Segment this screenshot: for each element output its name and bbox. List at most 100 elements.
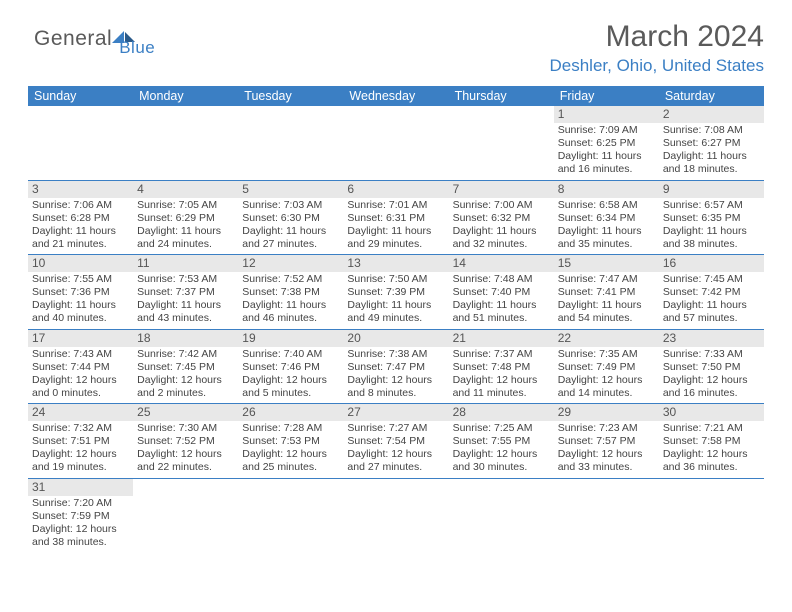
- weekday-header: Saturday: [659, 86, 764, 106]
- daylight-text: Daylight: 11 hours and 38 minutes.: [663, 225, 760, 251]
- day-number: 14: [449, 255, 554, 272]
- sunrise-text: Sunrise: 7:38 AM: [347, 348, 444, 361]
- week-row: 31Sunrise: 7:20 AMSunset: 7:59 PMDayligh…: [28, 479, 764, 553]
- day-number: 3: [28, 181, 133, 198]
- day-cell: 28Sunrise: 7:25 AMSunset: 7:55 PMDayligh…: [449, 404, 554, 478]
- sunset-text: Sunset: 7:50 PM: [663, 361, 760, 374]
- sunset-text: Sunset: 6:31 PM: [347, 212, 444, 225]
- sunrise-text: Sunrise: 7:33 AM: [663, 348, 760, 361]
- sunrise-text: Sunrise: 6:57 AM: [663, 199, 760, 212]
- daylight-text: Daylight: 12 hours and 11 minutes.: [453, 374, 550, 400]
- daylight-text: Daylight: 12 hours and 27 minutes.: [347, 448, 444, 474]
- day-content: Sunrise: 7:45 AMSunset: 7:42 PMDaylight:…: [659, 272, 764, 329]
- sunrise-text: Sunrise: 6:58 AM: [558, 199, 655, 212]
- week-row: .....1Sunrise: 7:09 AMSunset: 6:25 PMDay…: [28, 106, 764, 181]
- weekday-header: Wednesday: [343, 86, 448, 106]
- daylight-text: Daylight: 12 hours and 16 minutes.: [663, 374, 760, 400]
- day-cell: .: [449, 106, 554, 180]
- day-content: Sunrise: 7:09 AMSunset: 6:25 PMDaylight:…: [554, 123, 659, 180]
- day-number: 16: [659, 255, 764, 272]
- day-content: Sunrise: 7:20 AMSunset: 7:59 PMDaylight:…: [28, 496, 133, 553]
- day-cell: 13Sunrise: 7:50 AMSunset: 7:39 PMDayligh…: [343, 255, 448, 329]
- sunrise-text: Sunrise: 7:08 AM: [663, 124, 760, 137]
- day-number: 21: [449, 330, 554, 347]
- day-content: Sunrise: 7:43 AMSunset: 7:44 PMDaylight:…: [28, 347, 133, 404]
- day-cell: 6Sunrise: 7:01 AMSunset: 6:31 PMDaylight…: [343, 181, 448, 255]
- weeks-container: .....1Sunrise: 7:09 AMSunset: 6:25 PMDay…: [28, 106, 764, 552]
- day-cell: 16Sunrise: 7:45 AMSunset: 7:42 PMDayligh…: [659, 255, 764, 329]
- week-row: 17Sunrise: 7:43 AMSunset: 7:44 PMDayligh…: [28, 330, 764, 405]
- sunrise-text: Sunrise: 7:00 AM: [453, 199, 550, 212]
- day-content: Sunrise: 7:08 AMSunset: 6:27 PMDaylight:…: [659, 123, 764, 180]
- day-cell: 8Sunrise: 6:58 AMSunset: 6:34 PMDaylight…: [554, 181, 659, 255]
- day-cell: 17Sunrise: 7:43 AMSunset: 7:44 PMDayligh…: [28, 330, 133, 404]
- day-number: 26: [238, 404, 343, 421]
- day-number: 20: [343, 330, 448, 347]
- sunrise-text: Sunrise: 7:53 AM: [137, 273, 234, 286]
- day-cell: .: [133, 479, 238, 553]
- sunset-text: Sunset: 7:44 PM: [32, 361, 129, 374]
- day-cell: .: [28, 106, 133, 180]
- daylight-text: Daylight: 12 hours and 8 minutes.: [347, 374, 444, 400]
- sunset-text: Sunset: 7:41 PM: [558, 286, 655, 299]
- day-content: Sunrise: 7:47 AMSunset: 7:41 PMDaylight:…: [554, 272, 659, 329]
- sunrise-text: Sunrise: 7:45 AM: [663, 273, 760, 286]
- sunset-text: Sunset: 6:29 PM: [137, 212, 234, 225]
- sunset-text: Sunset: 7:57 PM: [558, 435, 655, 448]
- day-cell: 26Sunrise: 7:28 AMSunset: 7:53 PMDayligh…: [238, 404, 343, 478]
- sunrise-text: Sunrise: 7:37 AM: [453, 348, 550, 361]
- sunset-text: Sunset: 7:59 PM: [32, 510, 129, 523]
- weekday-header: Monday: [133, 86, 238, 106]
- day-number: 22: [554, 330, 659, 347]
- day-content: Sunrise: 7:23 AMSunset: 7:57 PMDaylight:…: [554, 421, 659, 478]
- sunset-text: Sunset: 7:37 PM: [137, 286, 234, 299]
- day-content: Sunrise: 7:32 AMSunset: 7:51 PMDaylight:…: [28, 421, 133, 478]
- sunrise-text: Sunrise: 7:55 AM: [32, 273, 129, 286]
- daylight-text: Daylight: 12 hours and 0 minutes.: [32, 374, 129, 400]
- logo-text-2: Blue: [119, 38, 155, 58]
- sunset-text: Sunset: 6:34 PM: [558, 212, 655, 225]
- weekday-header: Thursday: [449, 86, 554, 106]
- sunrise-text: Sunrise: 7:43 AM: [32, 348, 129, 361]
- sunset-text: Sunset: 6:32 PM: [453, 212, 550, 225]
- day-number: 4: [133, 181, 238, 198]
- sunset-text: Sunset: 7:46 PM: [242, 361, 339, 374]
- day-cell: 30Sunrise: 7:21 AMSunset: 7:58 PMDayligh…: [659, 404, 764, 478]
- day-number: 12: [238, 255, 343, 272]
- sunrise-text: Sunrise: 7:42 AM: [137, 348, 234, 361]
- day-cell: 3Sunrise: 7:06 AMSunset: 6:28 PMDaylight…: [28, 181, 133, 255]
- sunrise-text: Sunrise: 7:03 AM: [242, 199, 339, 212]
- sunrise-text: Sunrise: 7:40 AM: [242, 348, 339, 361]
- day-content: Sunrise: 7:42 AMSunset: 7:45 PMDaylight:…: [133, 347, 238, 404]
- sunset-text: Sunset: 7:58 PM: [663, 435, 760, 448]
- sunrise-text: Sunrise: 7:48 AM: [453, 273, 550, 286]
- sunset-text: Sunset: 7:52 PM: [137, 435, 234, 448]
- sunrise-text: Sunrise: 7:05 AM: [137, 199, 234, 212]
- day-content: Sunrise: 6:57 AMSunset: 6:35 PMDaylight:…: [659, 198, 764, 255]
- day-content: Sunrise: 7:05 AMSunset: 6:29 PMDaylight:…: [133, 198, 238, 255]
- day-content: Sunrise: 7:55 AMSunset: 7:36 PMDaylight:…: [28, 272, 133, 329]
- daylight-text: Daylight: 11 hours and 32 minutes.: [453, 225, 550, 251]
- daylight-text: Daylight: 11 hours and 35 minutes.: [558, 225, 655, 251]
- day-content: Sunrise: 7:48 AMSunset: 7:40 PMDaylight:…: [449, 272, 554, 329]
- day-number: 5: [238, 181, 343, 198]
- day-cell: 20Sunrise: 7:38 AMSunset: 7:47 PMDayligh…: [343, 330, 448, 404]
- day-cell: .: [343, 479, 448, 553]
- day-number: 28: [449, 404, 554, 421]
- day-number: 31: [28, 479, 133, 496]
- calendar: SundayMondayTuesdayWednesdayThursdayFrid…: [28, 86, 764, 552]
- sunrise-text: Sunrise: 7:32 AM: [32, 422, 129, 435]
- day-content: Sunrise: 7:28 AMSunset: 7:53 PMDaylight:…: [238, 421, 343, 478]
- sunset-text: Sunset: 7:38 PM: [242, 286, 339, 299]
- day-cell: .: [343, 106, 448, 180]
- daylight-text: Daylight: 11 hours and 16 minutes.: [558, 150, 655, 176]
- day-cell: 11Sunrise: 7:53 AMSunset: 7:37 PMDayligh…: [133, 255, 238, 329]
- sunrise-text: Sunrise: 7:25 AM: [453, 422, 550, 435]
- sunset-text: Sunset: 7:42 PM: [663, 286, 760, 299]
- day-cell: 14Sunrise: 7:48 AMSunset: 7:40 PMDayligh…: [449, 255, 554, 329]
- daylight-text: Daylight: 11 hours and 46 minutes.: [242, 299, 339, 325]
- week-row: 24Sunrise: 7:32 AMSunset: 7:51 PMDayligh…: [28, 404, 764, 479]
- daylight-text: Daylight: 11 hours and 43 minutes.: [137, 299, 234, 325]
- daylight-text: Daylight: 11 hours and 24 minutes.: [137, 225, 234, 251]
- daylight-text: Daylight: 11 hours and 18 minutes.: [663, 150, 760, 176]
